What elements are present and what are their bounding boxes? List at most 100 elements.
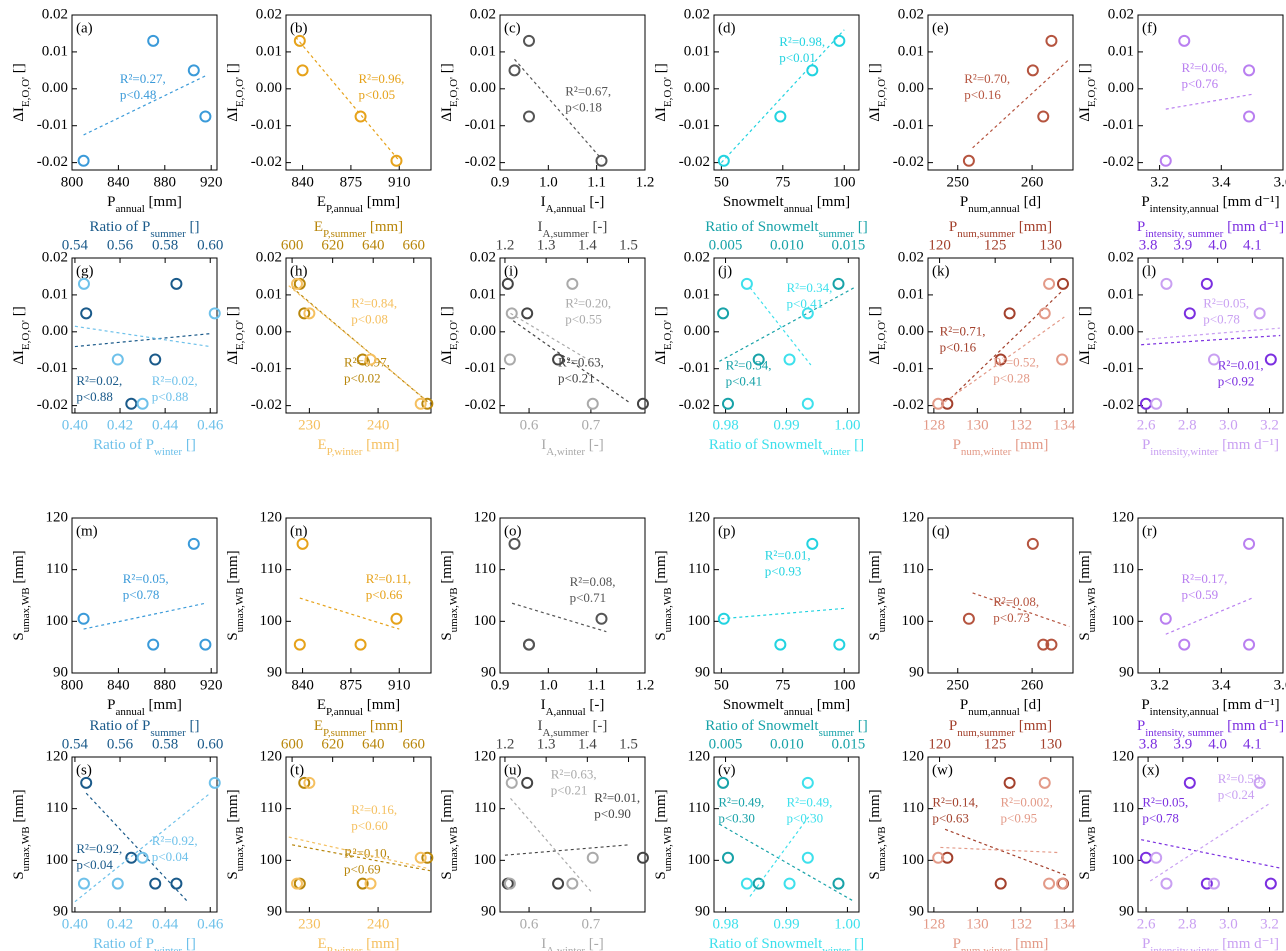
panel: (g) -0.02 -0.01 0.00 0.01 0.02 0.40 0.42 0.44 0.4… xyxy=(11,219,223,457)
plot-frame xyxy=(1137,257,1284,414)
fit-annotation: p<0.16 xyxy=(940,339,977,354)
point xyxy=(636,397,649,410)
point xyxy=(774,110,787,123)
x2-axis-label: Ratio of Snowmeltsummer [] xyxy=(705,718,868,738)
y-axis-label-part: [mm] xyxy=(225,789,241,826)
x-axis-label-part: [mm d⁻¹] xyxy=(1219,697,1280,713)
x2-tick-label: 660 xyxy=(403,237,426,253)
x-axis-label-part: Ratio of P xyxy=(93,437,154,453)
point xyxy=(832,277,845,290)
plot-frame xyxy=(713,14,860,171)
y-tick-label: 120 xyxy=(1112,509,1135,525)
y-tick-label: 120 xyxy=(902,509,925,525)
x-tick-label: 0.99 xyxy=(773,417,799,433)
y-axis-label: Sumax,WB [mm] xyxy=(439,550,459,640)
x2-axis-label: EP,summer [mm] xyxy=(314,718,403,738)
point xyxy=(149,353,162,366)
panel-label: (f) xyxy=(1142,20,1157,36)
x2-axis-label: Pnum,summer [mm] xyxy=(949,219,1052,239)
x2-axis-label-part: [mm d⁻¹] xyxy=(1223,718,1284,734)
point xyxy=(1026,537,1039,550)
x2-axis-label-part: summer xyxy=(150,727,186,739)
y-tick-label: 0.01 xyxy=(684,43,710,59)
x2-axis-label: EP,summer [mm] xyxy=(314,219,403,239)
fit-annotation: R²=0.27, xyxy=(120,71,166,86)
x2-axis-label-part: [mm] xyxy=(1015,718,1052,734)
y-tick-label: -0.02 xyxy=(465,397,496,413)
fit-annotation: p<0.41 xyxy=(787,296,824,311)
fit-annotation: p<0.63 xyxy=(932,810,969,825)
point xyxy=(503,877,516,890)
y-tick-label: 0.00 xyxy=(1108,80,1134,96)
fit-line xyxy=(74,325,211,348)
y-tick-label: 100 xyxy=(902,852,925,868)
y-tick-label: 0.00 xyxy=(898,323,924,339)
x-tick-label: 260 xyxy=(1021,174,1044,190)
fit-line xyxy=(1141,839,1281,869)
fit-line xyxy=(1165,93,1253,110)
x-axis-label-part: [mm] xyxy=(813,194,850,210)
panel-label: (o) xyxy=(504,523,522,539)
point xyxy=(566,277,579,290)
y-axis-label-part: umax,WB xyxy=(448,826,460,871)
x-tick-label: 1.00 xyxy=(834,417,860,433)
x-tick-label: 840 xyxy=(107,677,130,693)
fit-annotation: R²=0.16, xyxy=(351,802,397,817)
x-tick-label: 132 xyxy=(1010,916,1033,932)
fit-line xyxy=(510,312,592,362)
y-tick-label: -0.02 xyxy=(37,397,68,413)
y-axis-label-part: [mm] xyxy=(653,550,669,587)
x2-tick-label: 0.54 xyxy=(62,237,89,253)
x-axis-label: Snowmeltannual [mm] xyxy=(723,194,850,214)
x2-axis-label: Pnum,summer [mm] xyxy=(949,718,1052,738)
point xyxy=(187,64,200,77)
point xyxy=(774,638,787,651)
x-axis-label-part: [] xyxy=(850,437,864,453)
x-axis-label-part: num,winter xyxy=(961,945,1012,951)
x-tick-label: 880 xyxy=(154,677,177,693)
panel: (q) 90 100 110 120 250 260 Pnum,annual [d] Sumax… xyxy=(867,509,1074,718)
y-axis-label-part: E,O,O' xyxy=(20,320,32,350)
point xyxy=(390,612,403,625)
y-axis-label: Sumax,WB [mm] xyxy=(653,550,673,640)
fit-annotation: p<0.59 xyxy=(1182,587,1219,602)
y-tick-label: 110 xyxy=(1112,800,1134,816)
x-tick-label: 875 xyxy=(340,174,363,190)
point xyxy=(111,353,124,366)
x-axis-label: Pnum,winter [mm] xyxy=(953,437,1049,457)
fit-annotation: p<0.88 xyxy=(152,389,189,404)
y-axis-label-part: E,O,O' xyxy=(662,320,674,350)
x-tick-label: 3.2 xyxy=(1260,916,1279,932)
x-axis-label-part: A,winter xyxy=(546,446,585,458)
x2-tick-label: 120 xyxy=(928,736,951,752)
point xyxy=(414,851,427,864)
x-axis-label: Pannual [mm] xyxy=(107,697,182,717)
y-axis-label: ΔIE,O,O' [] xyxy=(225,63,245,122)
y-tick-label: 110 xyxy=(902,561,924,577)
y-tick-label: 110 xyxy=(1112,561,1134,577)
fit-annotation: R²=0.63, xyxy=(558,354,604,369)
x2-axis-label-part: [-] xyxy=(589,219,608,235)
x-tick-label: 800 xyxy=(61,677,84,693)
point xyxy=(364,353,377,366)
fit-annotation: p<0.90 xyxy=(594,806,631,821)
y-axis-label-part: [] xyxy=(653,63,669,77)
y-axis-label-part: S xyxy=(653,632,669,640)
point xyxy=(1160,277,1173,290)
y-tick-label: 0.01 xyxy=(898,286,924,302)
point xyxy=(1243,110,1256,123)
point xyxy=(1139,397,1152,410)
y-tick-label: 0.00 xyxy=(42,80,68,96)
x2-tick-label: 0.015 xyxy=(831,736,865,752)
x-tick-label: 3.6 xyxy=(1274,174,1286,190)
x-axis-label-part: P xyxy=(953,437,961,453)
x-tick-label: 0.42 xyxy=(107,417,133,433)
y-axis-label-part: E,O,O' xyxy=(1086,320,1098,350)
y-tick-label: 120 xyxy=(260,748,283,764)
y-axis-label: ΔIE,O,O' [] xyxy=(653,63,673,122)
point xyxy=(1178,638,1191,651)
x-axis-label: Pintensity,winter [mm d⁻¹] xyxy=(1142,936,1279,951)
y-tick-label: 0.02 xyxy=(256,249,282,265)
